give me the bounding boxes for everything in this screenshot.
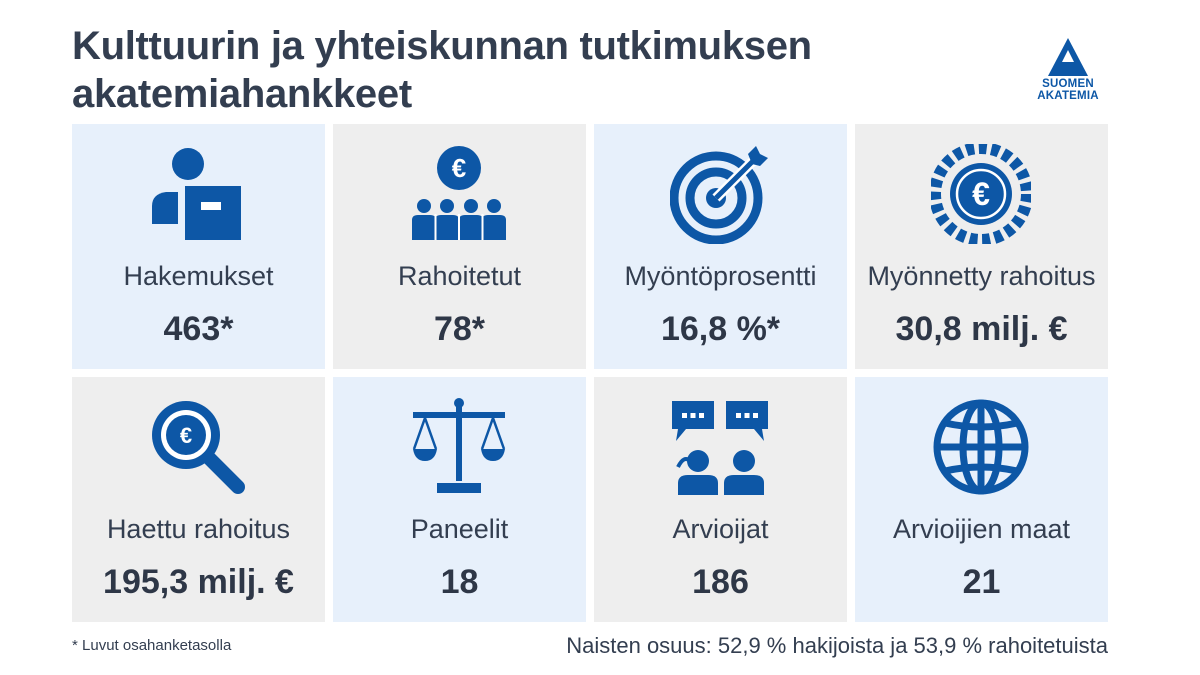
card-funded: € Rahoitetut 78*	[333, 124, 586, 369]
card-label: Myöntöprosentti	[624, 261, 817, 291]
suomen-akatemia-logo: SUOMEN AKATEMIA	[1028, 36, 1108, 108]
card-panels: Paneelit 18	[333, 377, 586, 622]
card-label: Haettu rahoitus	[106, 514, 291, 544]
card-label: Arvioijien maat	[892, 514, 1071, 544]
card-applications: Hakemukset 463*	[72, 124, 325, 369]
card-success-rate: Myöntöprosentti 16,8 %*	[594, 124, 847, 369]
svg-text:€: €	[972, 176, 990, 212]
target-icon	[670, 146, 768, 244]
card-applied-funding: € Haettu rahoitus 195,3 milj. €	[72, 377, 325, 622]
svg-text:€: €	[180, 423, 192, 448]
card-granted-funding: € Myönnetty rahoitus 30,8 milj. €	[855, 124, 1108, 369]
stats-grid: Hakemukset 463* € Rahoitetut 78*	[72, 124, 1108, 622]
euro-coin-icon: €	[931, 144, 1031, 244]
women-share-note: Naisten osuus: 52,9 % hakijoista ja 53,9…	[566, 633, 1108, 658]
card-reviewers: Arvioijat 186	[594, 377, 847, 622]
card-label: Paneelit	[410, 514, 509, 544]
card-value: 195,3 milj. €	[103, 563, 294, 601]
logo-line-2: AKATEMIA	[1037, 90, 1099, 102]
card-value: 16,8 %*	[660, 310, 781, 348]
applicant-icon	[152, 148, 241, 240]
funded-group-icon: €	[412, 146, 506, 240]
card-label: Arvioijat	[672, 514, 769, 544]
card-value: 18	[440, 563, 479, 601]
svg-text:€: €	[452, 153, 466, 183]
card-value: 21	[962, 563, 1001, 601]
reviewers-chat-icon	[672, 401, 768, 495]
card-value: 463*	[163, 310, 234, 348]
card-reviewer-countries: Arvioijien maat 21	[855, 377, 1108, 622]
globe-icon	[933, 399, 1029, 495]
scales-icon	[412, 398, 506, 493]
euro-search-icon: €	[152, 401, 245, 494]
card-value: 186	[692, 563, 749, 601]
page-title: Kulttuurin ja yhteiskunnan tutkimuksen a…	[72, 24, 812, 116]
logo-line-1: SUOMEN	[1042, 78, 1094, 90]
card-label: Rahoitetut	[397, 261, 522, 291]
logo-triangle-icon	[1048, 38, 1088, 76]
footnote: * Luvut osahanketasolla	[72, 637, 232, 654]
card-label: Myönnetty rahoitus	[867, 261, 1096, 291]
card-label: Hakemukset	[123, 261, 274, 291]
card-value: 78*	[433, 310, 486, 348]
card-value: 30,8 milj. €	[895, 310, 1068, 348]
